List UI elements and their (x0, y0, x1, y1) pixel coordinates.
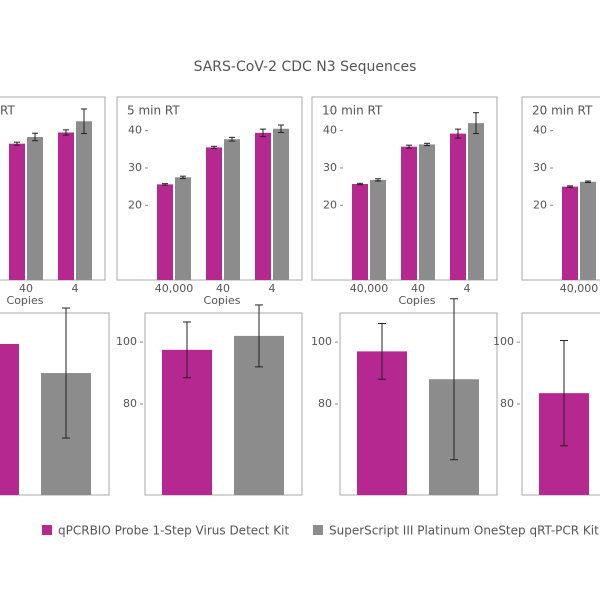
x-tick-label: 40 (216, 282, 230, 295)
x-tick-label: 40 (411, 282, 425, 295)
bar (419, 144, 435, 280)
y-tick-label: 20 (128, 198, 142, 211)
x-axis-label: Copies (7, 294, 44, 307)
legend-swatch (313, 525, 323, 535)
y-tick-label: 100 (311, 335, 332, 348)
bar (206, 147, 222, 280)
bar (352, 184, 368, 280)
bar (401, 146, 417, 280)
bar (224, 139, 240, 280)
y-tick-label: 80 (123, 397, 137, 410)
y-tick-label: 20 (533, 198, 547, 211)
panel-title: RT (0, 104, 15, 118)
panel-frame (521, 312, 600, 496)
y-tick-label: 80 (500, 397, 514, 410)
y-tick-label: 40 (533, 124, 547, 137)
x-axis-label: Copies (399, 294, 436, 307)
y-tick-label: 30 (128, 161, 142, 174)
y-tick-label: 30 (533, 161, 547, 174)
bar (273, 128, 289, 280)
bar (27, 136, 43, 280)
bar (468, 123, 484, 281)
legend-swatch (42, 525, 52, 535)
panel-frame (339, 312, 498, 496)
panel-title: 20 min RT (532, 104, 593, 118)
bar (450, 133, 466, 280)
bar (9, 143, 25, 280)
panel-title: 10 min RT (322, 104, 383, 118)
bar (76, 121, 92, 280)
x-tick-label: 4 (72, 282, 79, 295)
y-tick-label: 100 (116, 335, 137, 348)
chart-title: SARS-CoV-2 CDC N3 Sequences (194, 59, 417, 75)
y-tick-label: 40 (128, 124, 142, 137)
x-tick-label: 40,000 (350, 282, 389, 295)
y-tick-label: 80 (318, 397, 332, 410)
y-tick-label: 40 (323, 124, 337, 137)
panel-frame (0, 312, 110, 496)
x-axis-label: Copies (204, 294, 241, 307)
y-tick-label: 20 (323, 198, 337, 211)
bar (58, 132, 74, 280)
x-tick-label: 40,000 (560, 282, 599, 295)
legend-label: qPCRBIO Probe 1-Step Virus Detect Kit (58, 524, 289, 538)
bar (370, 179, 386, 280)
y-tick-label: 100 (493, 335, 514, 348)
x-tick-label: 4 (269, 282, 276, 295)
legend-label: SuperScript III Platinum OneStep qRT-PCR… (329, 524, 599, 538)
x-tick-label: 40,000 (155, 282, 194, 295)
y-tick-label: 30 (323, 161, 337, 174)
bar (580, 181, 596, 280)
bar (175, 177, 191, 280)
bar (157, 184, 173, 280)
bar (255, 132, 271, 280)
panel-frame (144, 312, 303, 496)
bar (562, 186, 578, 280)
panel-frame (521, 96, 600, 281)
bar (0, 343, 19, 495)
x-tick-label: 4 (464, 282, 471, 295)
panel-title: 5 min RT (127, 104, 180, 118)
x-tick-label: 40 (19, 282, 33, 295)
